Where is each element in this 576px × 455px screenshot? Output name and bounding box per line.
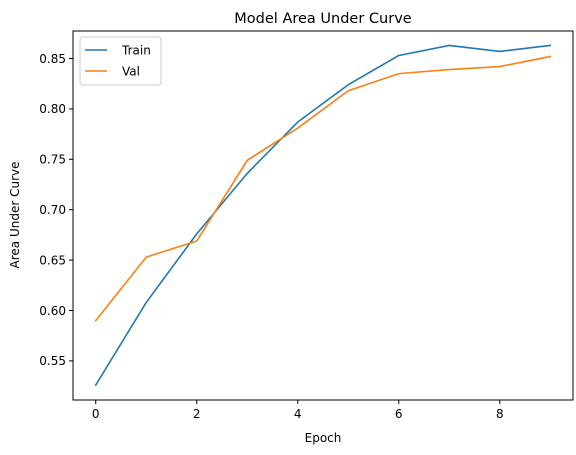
x-tick-label: 0 bbox=[92, 407, 100, 421]
x-tick-label: 2 bbox=[193, 407, 201, 421]
y-tick-label: 0.55 bbox=[39, 354, 66, 368]
series-line-train bbox=[94, 44, 552, 387]
legend-val-label: Val bbox=[122, 65, 140, 79]
y-axis-ticks: 0.55 0.60 0.65 0.70 0.75 0.80 0.85 bbox=[39, 52, 73, 368]
y-tick-label: 0.75 bbox=[39, 153, 66, 167]
series-line-val bbox=[94, 55, 552, 322]
chart-title: Model Area Under Curve bbox=[234, 11, 411, 27]
y-tick-label: 0.60 bbox=[39, 304, 66, 318]
x-axis-ticks: 0 2 4 6 8 bbox=[92, 400, 504, 421]
y-tick-label: 0.70 bbox=[39, 203, 66, 217]
y-tick-label: 0.65 bbox=[39, 253, 66, 267]
y-tick-label: 0.80 bbox=[39, 102, 66, 116]
legend: Train Val bbox=[79, 36, 162, 86]
plot-frame bbox=[72, 30, 574, 401]
x-tick-label: 6 bbox=[395, 407, 403, 421]
x-axis-label: Epoch bbox=[305, 431, 342, 445]
y-axis-label: Area Under Curve bbox=[8, 162, 22, 269]
x-tick-label: 8 bbox=[496, 407, 504, 421]
legend-box bbox=[79, 36, 162, 86]
legend-train-label: Train bbox=[121, 44, 151, 58]
series-layer bbox=[94, 44, 552, 387]
x-tick-label: 4 bbox=[294, 407, 302, 421]
y-tick-label: 0.85 bbox=[39, 52, 66, 66]
